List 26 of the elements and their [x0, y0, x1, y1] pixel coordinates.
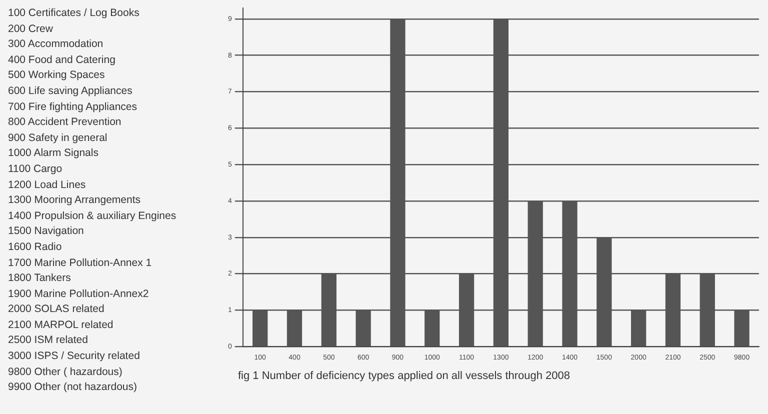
- text: 1900 Marine Pollution-Annex2: [8, 286, 150, 302]
- text: 400 Food and Catering: [8, 52, 116, 68]
- text: 2500 ISM related: [8, 333, 89, 348]
- text: 700 Fire fighting Appliances: [8, 100, 138, 115]
- text: 900 Safety in general: [8, 130, 108, 146]
- text: 800 Accident Prevention: [8, 115, 122, 130]
- text: 9800 Other ( hazardous): [8, 364, 124, 380]
- text: 2100 MARPOL related: [8, 318, 114, 333]
- text: 1800 Tankers: [8, 271, 72, 286]
- text: 500 Working Spaces: [8, 68, 106, 84]
- text: fig 1 Number of deficiency types applied on all vessels through 2008: [238, 370, 570, 382]
- text: 100 Certificates / Log Books: [8, 6, 140, 21]
- text: 600 Life saving Appliances: [8, 84, 134, 99]
- text: 1000 Alarm Signals: [8, 146, 100, 162]
- text: 1400 Propulsion & auxiliary Engines: [8, 208, 176, 224]
- text: 1200 Load Lines: [8, 178, 87, 193]
- text: 1600 Radio: [8, 240, 63, 255]
- text: 3000 ISPS / Security related: [8, 349, 141, 364]
- text: 9900 Other (not hazardous): [8, 380, 138, 396]
- text: 300 Accommodation: [8, 37, 104, 52]
- text: 1300 Mooring Arrangements: [8, 193, 142, 208]
- text: 2000 SOLAS related: [8, 302, 106, 318]
- text: 1100 Cargo: [8, 162, 64, 177]
- text: 1500 Navigation: [8, 224, 85, 240]
- text: 1700 Marine Pollution-Annex 1: [8, 256, 153, 270]
- text: 200 Crew: [8, 22, 54, 37]
